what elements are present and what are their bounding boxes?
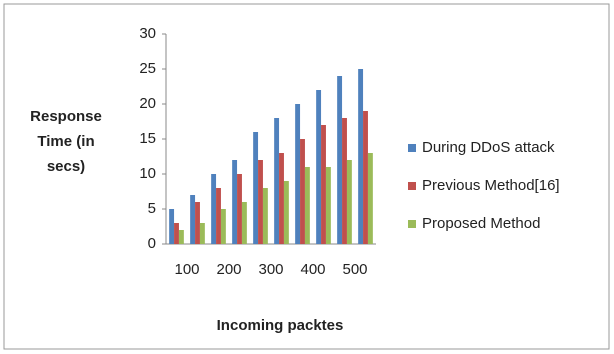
bar <box>316 90 322 244</box>
bar <box>325 167 331 244</box>
bar <box>295 104 301 244</box>
bar <box>174 223 179 244</box>
bar <box>321 125 326 244</box>
bar <box>199 223 205 244</box>
bar <box>237 174 242 244</box>
bar <box>169 209 175 244</box>
x-tick-label: 200 <box>216 261 241 278</box>
y-tick-label: 20 <box>139 95 156 112</box>
bar <box>216 188 221 244</box>
bar <box>337 76 343 244</box>
x-axis-title: Incoming packtes <box>217 317 344 334</box>
bar <box>300 139 305 244</box>
bar <box>346 160 352 244</box>
bar <box>274 118 280 244</box>
bar <box>342 118 347 244</box>
bar <box>367 153 373 244</box>
bar <box>363 111 368 244</box>
bar <box>241 202 247 244</box>
x-tick-label: 100 <box>174 261 199 278</box>
x-tick-label: 400 <box>300 261 325 278</box>
bar <box>211 174 217 244</box>
bar <box>358 69 364 244</box>
y-tick-label: 0 <box>148 235 156 252</box>
bar <box>262 188 268 244</box>
y-tick-label: 10 <box>139 165 156 182</box>
bar <box>279 153 284 244</box>
bar <box>304 167 310 244</box>
legend-label: During DDoS attack <box>422 139 555 156</box>
y-tick-label: 5 <box>148 200 156 217</box>
y-axis-title: Response Time (in secs) <box>30 108 102 175</box>
bar <box>253 132 259 244</box>
bar <box>283 181 289 244</box>
y-tick-label: 15 <box>139 130 156 147</box>
legend-swatch <box>408 144 416 152</box>
bar <box>178 230 184 244</box>
bar <box>195 202 200 244</box>
legend-label: Previous Method[16] <box>422 177 560 194</box>
bar <box>220 209 226 244</box>
x-tick-label: 300 <box>258 261 283 278</box>
legend-swatch <box>408 182 416 190</box>
legend-swatch <box>408 220 416 228</box>
x-tick-label: 500 <box>342 261 367 278</box>
y-tick-label: 30 <box>139 25 156 42</box>
bar <box>258 160 263 244</box>
legend-label: Proposed Method <box>422 215 540 232</box>
bar <box>190 195 196 244</box>
y-tick-label: 25 <box>139 60 156 77</box>
bar <box>232 160 238 244</box>
